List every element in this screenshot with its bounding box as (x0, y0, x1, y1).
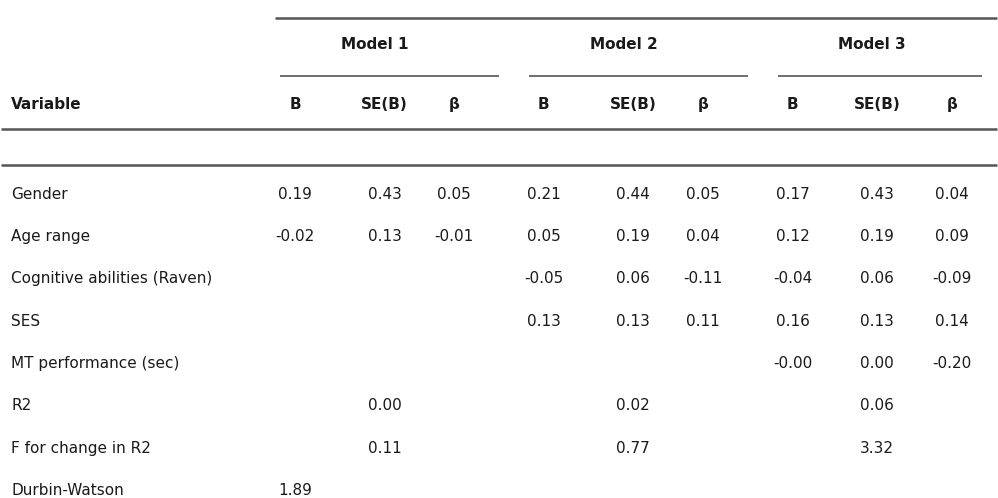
Text: 0.44: 0.44 (617, 187, 651, 202)
Text: 0.77: 0.77 (617, 441, 651, 456)
Text: β: β (946, 97, 957, 112)
Text: SES: SES (11, 314, 41, 329)
Text: -0.00: -0.00 (773, 356, 812, 371)
Text: B: B (289, 97, 300, 112)
Text: SE(B): SE(B) (854, 97, 900, 112)
Text: 3.32: 3.32 (860, 441, 894, 456)
Text: SE(B): SE(B) (610, 97, 657, 112)
Text: β: β (698, 97, 709, 112)
Text: 0.13: 0.13 (527, 314, 561, 329)
Text: β: β (449, 97, 460, 112)
Text: Durbin-Watson: Durbin-Watson (11, 483, 124, 498)
Text: 0.13: 0.13 (860, 314, 894, 329)
Text: 0.16: 0.16 (775, 314, 809, 329)
Text: 0.11: 0.11 (687, 314, 720, 329)
Text: 0.00: 0.00 (860, 356, 894, 371)
Text: 0.19: 0.19 (278, 187, 312, 202)
Text: 0.14: 0.14 (935, 314, 969, 329)
Text: 0.04: 0.04 (935, 187, 969, 202)
Text: 0.11: 0.11 (367, 441, 401, 456)
Text: MT performance (sec): MT performance (sec) (11, 356, 180, 371)
Text: Gender: Gender (11, 187, 68, 202)
Text: -0.09: -0.09 (932, 271, 971, 286)
Text: Cognitive abilities (Raven): Cognitive abilities (Raven) (11, 271, 213, 286)
Text: 0.06: 0.06 (617, 271, 651, 286)
Text: SE(B): SE(B) (361, 97, 408, 112)
Text: 0.00: 0.00 (367, 398, 401, 413)
Text: B: B (786, 97, 798, 112)
Text: 0.05: 0.05 (687, 187, 720, 202)
Text: 0.06: 0.06 (860, 398, 894, 413)
Text: R2: R2 (11, 398, 32, 413)
Text: -0.01: -0.01 (434, 229, 474, 244)
Text: 0.02: 0.02 (617, 398, 651, 413)
Text: 0.12: 0.12 (775, 229, 809, 244)
Text: 0.13: 0.13 (367, 229, 401, 244)
Text: Age range: Age range (11, 229, 91, 244)
Text: -0.04: -0.04 (773, 271, 812, 286)
Text: -0.05: -0.05 (524, 271, 564, 286)
Text: 0.43: 0.43 (860, 187, 894, 202)
Text: Variable: Variable (11, 97, 82, 112)
Text: Model 3: Model 3 (838, 37, 906, 52)
Text: Model 2: Model 2 (590, 37, 658, 52)
Text: 0.19: 0.19 (860, 229, 894, 244)
Text: 0.43: 0.43 (367, 187, 401, 202)
Text: 1.89: 1.89 (278, 483, 312, 498)
Text: F for change in R2: F for change in R2 (11, 441, 152, 456)
Text: -0.20: -0.20 (932, 356, 971, 371)
Text: 0.05: 0.05 (437, 187, 471, 202)
Text: -0.11: -0.11 (684, 271, 723, 286)
Text: 0.19: 0.19 (617, 229, 651, 244)
Text: 0.13: 0.13 (617, 314, 651, 329)
Text: 0.05: 0.05 (527, 229, 561, 244)
Text: Model 1: Model 1 (341, 37, 408, 52)
Text: -0.02: -0.02 (275, 229, 314, 244)
Text: 0.04: 0.04 (687, 229, 720, 244)
Text: B: B (538, 97, 550, 112)
Text: 0.09: 0.09 (935, 229, 969, 244)
Text: 0.06: 0.06 (860, 271, 894, 286)
Text: 0.21: 0.21 (527, 187, 561, 202)
Text: 0.17: 0.17 (775, 187, 809, 202)
